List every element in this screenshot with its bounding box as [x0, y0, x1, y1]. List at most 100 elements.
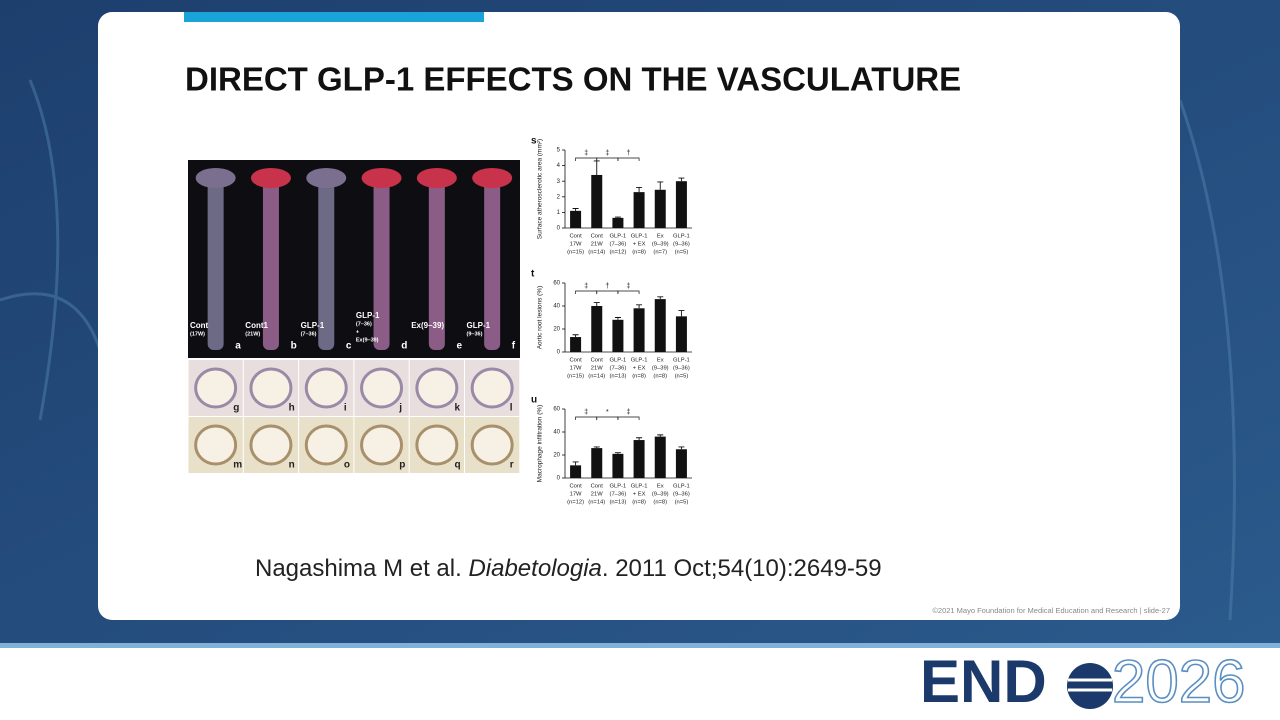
x-tick-label: GLP-1 [631, 358, 648, 364]
bar [675, 316, 687, 352]
x-tick-label: (n=14) [588, 374, 605, 380]
x-tick-label: (9–39) [652, 366, 669, 372]
x-tick-label: (n=15) [567, 250, 584, 256]
x-tick-label: + EX [633, 492, 646, 498]
histology-section [194, 424, 238, 466]
x-tick-label: GLP-1 [673, 358, 690, 364]
x-tick-label: 21W [591, 366, 603, 372]
bar [612, 217, 624, 228]
panel-letter: m [233, 460, 242, 471]
significance-marker: ‡ [584, 409, 588, 416]
bar [654, 189, 666, 228]
significance-marker: ‡ [584, 150, 588, 157]
logo: END 2026 [920, 647, 1246, 716]
bar [570, 337, 582, 352]
y-axis-title: Aortic root lesions (%) [537, 286, 544, 350]
x-tick-label: 17W [570, 366, 582, 372]
aorta-strip [262, 175, 279, 350]
logo-globe-stripes [1068, 678, 1112, 692]
accent-bar [184, 12, 484, 22]
logo-globe [1067, 663, 1113, 709]
panel-letter: i [344, 403, 347, 414]
bar [633, 440, 645, 478]
panel-letter: e [457, 341, 463, 352]
y-tick-label: 2 [557, 194, 561, 200]
logo-year: 2026 [1112, 648, 1245, 715]
histology-section [249, 367, 293, 409]
histology-section [304, 424, 348, 466]
x-tick-label: Cont [591, 234, 604, 240]
citation-journal: Diabetologia [468, 555, 601, 582]
x-tick-label: Ex [657, 358, 664, 364]
photo-label: Ex(9–39) [356, 337, 379, 343]
bar [591, 448, 603, 478]
photo-label: (7–36) [301, 331, 317, 337]
panel-letter: p [399, 460, 405, 471]
photo-label: GLP-1 [467, 321, 491, 330]
x-tick-label: Cont [569, 484, 582, 490]
aortic-arch [472, 168, 513, 188]
x-tick-label: (9–36) [673, 242, 690, 248]
x-tick-label: Cont [591, 484, 604, 490]
bar [570, 210, 582, 228]
y-tick-label: 0 [557, 476, 561, 482]
x-tick-label: GLP-1 [610, 484, 627, 490]
bar [675, 181, 687, 228]
citation-authors: Nagashima M et al. [255, 555, 462, 582]
y-tick-label: 4 [557, 163, 561, 169]
significance-marker: † [627, 150, 631, 157]
bar [654, 299, 666, 352]
error-bar [614, 452, 621, 454]
aortic-arch [195, 168, 236, 188]
error-bar [636, 437, 643, 441]
photo-label: + [356, 329, 359, 335]
x-tick-label: GLP-1 [631, 484, 648, 490]
bar [633, 308, 645, 352]
x-tick-label: Cont [569, 234, 582, 240]
footer-rule [0, 643, 1280, 648]
aortic-arch [416, 168, 457, 188]
x-tick-label: + EX [633, 366, 646, 372]
aortic-arch [306, 168, 347, 188]
x-tick-label: 21W [591, 492, 603, 498]
x-tick-label: GLP-1 [610, 358, 627, 364]
citation-details: . 2011 Oct;54(10):2649-59 [602, 555, 882, 582]
x-tick-label: (7–36) [610, 366, 627, 372]
x-tick-label: (9–39) [652, 492, 669, 498]
significance-marker: ‡ [627, 283, 631, 290]
histology-section [360, 367, 404, 409]
bar-chart: s Surface atherosclerotic area (mm²) 0 1 2 3 4… [531, 136, 692, 256]
bar [654, 436, 666, 478]
histology-section [249, 424, 293, 466]
panel-letter: l [510, 403, 513, 414]
error-bar [678, 177, 685, 182]
y-tick-label: 60 [553, 407, 560, 413]
panel-letter: f [512, 341, 516, 352]
x-tick-label: (n=8) [632, 500, 646, 506]
bar [591, 174, 603, 228]
x-tick-label: (n=13) [609, 374, 626, 380]
x-tick-label: (n=5) [675, 250, 689, 256]
footer-text: ©2021 Mayo Foundation for Medical Educat… [932, 606, 1170, 615]
y-tick-label: 40 [553, 304, 560, 310]
panel-letter: c [346, 341, 352, 352]
photo-label: Ex(9–39) [411, 321, 444, 330]
photo-label: (21W) [245, 331, 260, 337]
error-bar [593, 302, 600, 306]
x-tick-label: (n=15) [567, 374, 584, 380]
bar [570, 465, 582, 478]
panel-letter: d [401, 341, 407, 352]
photo-label: GLP-1 [301, 321, 325, 330]
y-tick-label: 0 [557, 350, 561, 356]
x-tick-label: (n=14) [588, 250, 605, 256]
figure: Cont(17W)aCont1(21W)bGLP-1(7–36)cGLP-1(7… [188, 136, 692, 506]
x-tick-label: (7–36) [610, 242, 627, 248]
x-tick-label: (n=8) [653, 374, 667, 380]
x-tick-label: (n=5) [675, 374, 689, 380]
x-tick-label: (9–39) [652, 242, 669, 248]
error-bar [678, 310, 685, 317]
histology-section [194, 367, 238, 409]
significance-marker: * [606, 409, 609, 416]
